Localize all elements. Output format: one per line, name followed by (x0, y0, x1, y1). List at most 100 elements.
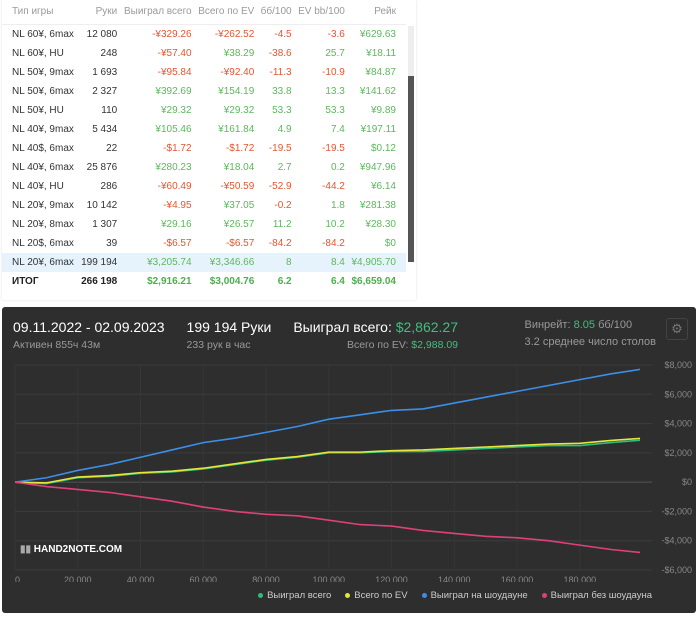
table-cell: ¥947.96 (359, 161, 396, 173)
table-cell: 286 (100, 180, 118, 192)
table-cell: ¥161.84 (218, 123, 255, 135)
table-cell: 248 (100, 47, 118, 59)
table-cell: -$6.57 (163, 237, 192, 249)
table-row[interactable]: NL 20¥, 8max 1 307 ¥29.16 ¥26.57 11.2 10.2 ¥28… (2, 215, 406, 234)
table-cell: NL 20$, 6max (12, 237, 74, 249)
table-row[interactable]: NL 60¥, HU 248 -¥57.40 ¥38.29 -38.6 25.7 ¥18.1… (2, 44, 406, 63)
table-cell: -¥57.40 (157, 47, 192, 59)
table-cell: ¥280.23 (155, 161, 192, 173)
table-cell: 7.4 (330, 123, 345, 135)
table-row[interactable]: NL 50¥, 9max 1 693 -¥95.84 -¥92.40 -11.3 -10.… (2, 63, 406, 82)
legend-item[interactable]: Выиграл без шоудауна (541, 590, 652, 601)
table-cell: 8.4 (294, 253, 348, 272)
column-header[interactable]: Рейк (347, 0, 406, 25)
legend-item[interactable]: Выиграл на шоудауне (421, 590, 528, 601)
table-row[interactable]: NL 40¥, HU 286 -¥60.49 -¥50.59 -52.9 -44.2 ¥6.… (2, 177, 406, 196)
table-cell: 0.2 (330, 161, 345, 173)
x-tick-label: 0 (15, 575, 20, 582)
table-cell: NL 20¥, 6max (2, 253, 78, 272)
table-cell: -¥329.26 (152, 28, 192, 40)
table-cell: -38.6 (268, 47, 292, 59)
y-tick-label: -$2,000 (661, 506, 692, 516)
table-cell: -¥50.59 (220, 180, 255, 192)
game-type-table: Тип игры Руки Выиграл всего Всего по EV бб/1… (2, 0, 416, 300)
table-cell: NL 20¥, 9max (12, 199, 74, 211)
table-cell: 2.7 (277, 161, 292, 173)
column-header[interactable]: Выиграл всего (120, 0, 195, 25)
ev-label: Всего по EV: (346, 339, 409, 351)
column-header[interactable]: бб/100 (257, 0, 295, 25)
table-cell: ¥9.89 (370, 104, 396, 116)
table-cell: ¥197.11 (360, 123, 396, 135)
table-cell: $6,659.04 (351, 275, 397, 287)
table-row[interactable]: NL 50¥, HU 110 ¥29.32 ¥29.32 53.3 53.3 ¥9.89 (2, 101, 406, 120)
hands-per-hour: 233 рук в час (186, 339, 251, 351)
scrollbar[interactable] (408, 26, 414, 262)
table-cell: ¥392.69 (155, 85, 192, 97)
table-cell: 1 307 (92, 218, 118, 230)
table-cell: -$1.72 (225, 142, 255, 154)
column-header[interactable]: Всего по EV (194, 0, 258, 25)
table-cell: -4.5 (274, 28, 292, 40)
table-cell: -¥4.95 (163, 199, 192, 211)
table-cell: 10.2 (325, 218, 345, 230)
table-cell: 110 (101, 104, 118, 116)
table-cell: -0.2 (274, 199, 292, 211)
table-row[interactable]: NL 40¥, 6max 25 876 ¥280.23 ¥18.04 2.7 0.2 ¥94… (2, 158, 406, 177)
legend-item[interactable]: Всего по EV (345, 590, 408, 601)
legend-item[interactable]: Выиграл всего (258, 590, 331, 601)
y-tick-label: -$4,000 (661, 536, 692, 546)
series-line-Выиграл-всего (14, 439, 641, 485)
table-cell: ИТОГ (12, 275, 39, 287)
table-cell: ¥37.05 (223, 199, 255, 211)
table-cell: ¥26.57 (223, 218, 255, 230)
table-row[interactable]: NL 40$, 6max 22 -$1.72 -$1.72 -19.5 -19.5 $0.1… (2, 139, 406, 158)
table-cell: ¥154.19 (218, 85, 255, 97)
table-cell: -10.9 (322, 66, 345, 78)
table-cell: NL 40¥, 6max (12, 161, 74, 173)
column-header[interactable]: Руки (77, 0, 121, 25)
table-cell: NL 40¥, 9max (12, 123, 74, 135)
table-cell: $3,004.76 (209, 275, 255, 287)
table-cell: 6.2 (277, 275, 292, 287)
table-row[interactable]: NL 60¥, 6max 12 080 -¥329.26 -¥262.52 -4.5 -3… (2, 25, 406, 45)
table-cell: -¥60.49 (157, 180, 192, 192)
table-cell: -84.2 (268, 237, 292, 249)
x-tick-label: 80 000 (252, 575, 280, 582)
settings-gear-icon[interactable]: ⚙ (666, 318, 688, 340)
table-cell: -$1.72 (163, 142, 192, 154)
table-cell: ¥629.63 (359, 28, 396, 40)
date-range[interactable]: 09.11.2022 - 02.09.2023 (13, 319, 165, 335)
y-tick-label: $0 (682, 477, 692, 487)
legend-dot-icon (541, 592, 547, 598)
table-cell: -44.2 (322, 180, 345, 192)
legend-label: Выиграл без шоудауна (550, 590, 652, 601)
table-row[interactable]: NL 20¥, 9max 10 142 -¥4.95 ¥37.05 -0.2 1.8 ¥28… (2, 196, 406, 215)
table-row[interactable]: NL 20¥, 6max 199 194 ¥3,205.74 ¥3,346.66 8 8.… (2, 253, 406, 272)
y-tick-label: $2,000 (664, 448, 692, 458)
column-header[interactable]: Тип игры (2, 0, 78, 25)
table-cell: ¥6.14 (370, 180, 396, 192)
x-tick-label: 40 000 (127, 575, 155, 582)
x-tick-label: 160 000 (501, 575, 534, 582)
table-row[interactable]: NL 40¥, 9max 5 434 ¥105.46 ¥161.84 4.9 7.4 ¥19… (2, 120, 406, 139)
table-cell: 39 (106, 237, 118, 249)
table-row[interactable]: NL 20$, 6max 39 -$6.57 -$6.57 -84.2 -84.2 $0 (2, 234, 406, 253)
table-cell: 1.8 (330, 199, 345, 211)
table-cell: 10 142 (86, 199, 118, 211)
total-row[interactable]: ИТОГ 266 198 $2,916.21 $3,004.76 6.2 6.4 $6,65… (2, 272, 406, 291)
table-row[interactable]: NL 50¥, 6max 2 327 ¥392.69 ¥154.19 33.8 13.3 ¥… (2, 82, 406, 101)
table-cell: ¥281.38 (359, 199, 396, 211)
legend-label: Выиграл всего (267, 590, 332, 601)
table-cell: -11.3 (269, 66, 292, 78)
table-cell: -84.2 (322, 237, 345, 249)
table-cell: ¥29.32 (223, 104, 255, 116)
column-header[interactable]: EV bb/100 (294, 0, 348, 25)
table-cell: 25.7 (325, 47, 345, 59)
active-time: Активен 855ч 43м (13, 339, 101, 351)
table-cell: 5 434 (92, 123, 118, 135)
table-cell: 13.3 (325, 85, 345, 97)
scrollbar-thumb[interactable] (408, 76, 414, 262)
series-line-Выиграл-на-шоудауне (14, 368, 641, 483)
table-cell: 1 693 (92, 66, 118, 78)
